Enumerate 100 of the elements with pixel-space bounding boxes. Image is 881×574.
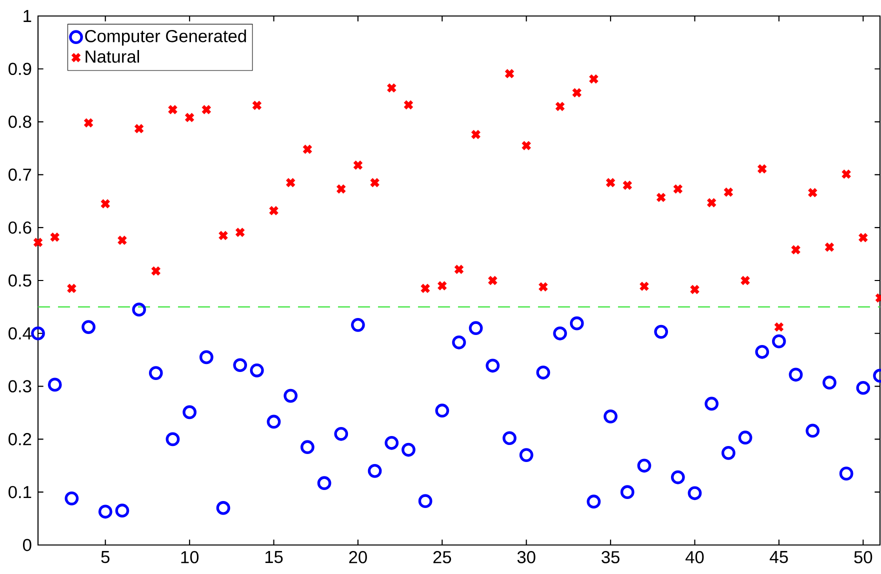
point (64, 492, 79, 506)
point (184, 112, 195, 123)
point (772, 334, 786, 348)
point (284, 388, 298, 403)
point (790, 244, 801, 255)
point (317, 476, 332, 490)
point (656, 192, 666, 203)
point (132, 302, 146, 317)
point (824, 242, 835, 252)
point (519, 448, 534, 462)
point (486, 358, 500, 373)
point (82, 320, 96, 334)
point (521, 140, 532, 151)
point (402, 442, 416, 457)
y-tick-label: 0.7 (8, 168, 32, 181)
y-tick-label: 0 (22, 538, 32, 552)
x-tick-label: 50 (854, 551, 872, 564)
point (723, 187, 734, 198)
point (148, 366, 163, 380)
point (386, 82, 397, 94)
point (334, 426, 348, 441)
point (420, 283, 430, 294)
point (570, 316, 584, 330)
x-tick-label: 35 (602, 551, 620, 564)
point (216, 501, 230, 515)
y-tick-label: 0.8 (8, 116, 32, 128)
point (839, 466, 854, 481)
point (604, 410, 618, 424)
point (554, 101, 566, 112)
point (502, 431, 516, 446)
point (858, 232, 868, 243)
point (266, 414, 281, 429)
point (233, 358, 248, 372)
point (588, 74, 599, 84)
point (774, 322, 784, 332)
point (182, 405, 197, 420)
point (166, 432, 180, 446)
point (841, 169, 852, 180)
x-tick-label: 25 (433, 551, 452, 564)
y-tick-label: 0.6 (8, 221, 32, 234)
y-tick-label: 1 (24, 10, 32, 22)
x-tick-label: 30 (517, 551, 536, 564)
legend-label: Natural (86, 50, 139, 63)
point (488, 275, 498, 286)
x-tick-label: 15 (265, 551, 283, 564)
point (168, 104, 178, 115)
point (806, 424, 820, 438)
y-tick-label: 0.9 (8, 62, 32, 76)
point (788, 368, 803, 382)
x-tick-label: 5 (101, 551, 110, 564)
point (454, 264, 464, 275)
point (856, 380, 870, 395)
point (66, 283, 77, 294)
point (50, 232, 60, 242)
y-tick-label: 0.3 (8, 380, 32, 392)
point (690, 284, 700, 295)
legend-label: Computer Generated (85, 30, 246, 46)
y-tick-label: 0.5 (8, 274, 32, 287)
point (352, 160, 364, 170)
point (32, 237, 44, 248)
point (150, 266, 162, 276)
x-tick-label: 10 (181, 551, 199, 564)
point (100, 198, 110, 209)
point (300, 440, 314, 454)
point (98, 504, 112, 519)
point (586, 494, 601, 509)
point (538, 282, 548, 292)
point (620, 485, 634, 500)
point (351, 318, 365, 332)
x-tick-label: 45 (770, 551, 788, 564)
point (31, 326, 45, 340)
point (370, 177, 380, 188)
point (553, 326, 567, 340)
point (201, 104, 212, 115)
point (536, 366, 550, 380)
point (738, 430, 752, 445)
point (639, 281, 650, 292)
point (199, 350, 214, 364)
y-tick-label: 0.1 (8, 486, 32, 498)
y-tick-label: 0.4 (8, 327, 32, 340)
point (704, 396, 719, 411)
point (83, 118, 94, 128)
point (722, 446, 736, 460)
point (605, 177, 616, 188)
x-tick-label: 40 (686, 551, 704, 564)
point (418, 494, 432, 508)
point (48, 378, 62, 392)
point (504, 68, 515, 79)
point (285, 177, 296, 188)
point (403, 100, 414, 110)
point (755, 344, 770, 359)
point (234, 227, 246, 238)
point (740, 275, 750, 286)
point (435, 404, 450, 418)
x-tick-label: 20 (349, 551, 367, 564)
point (688, 486, 702, 500)
point (654, 324, 668, 339)
point (384, 436, 399, 450)
point (368, 464, 382, 478)
y-tick-label: 0.2 (8, 433, 32, 446)
